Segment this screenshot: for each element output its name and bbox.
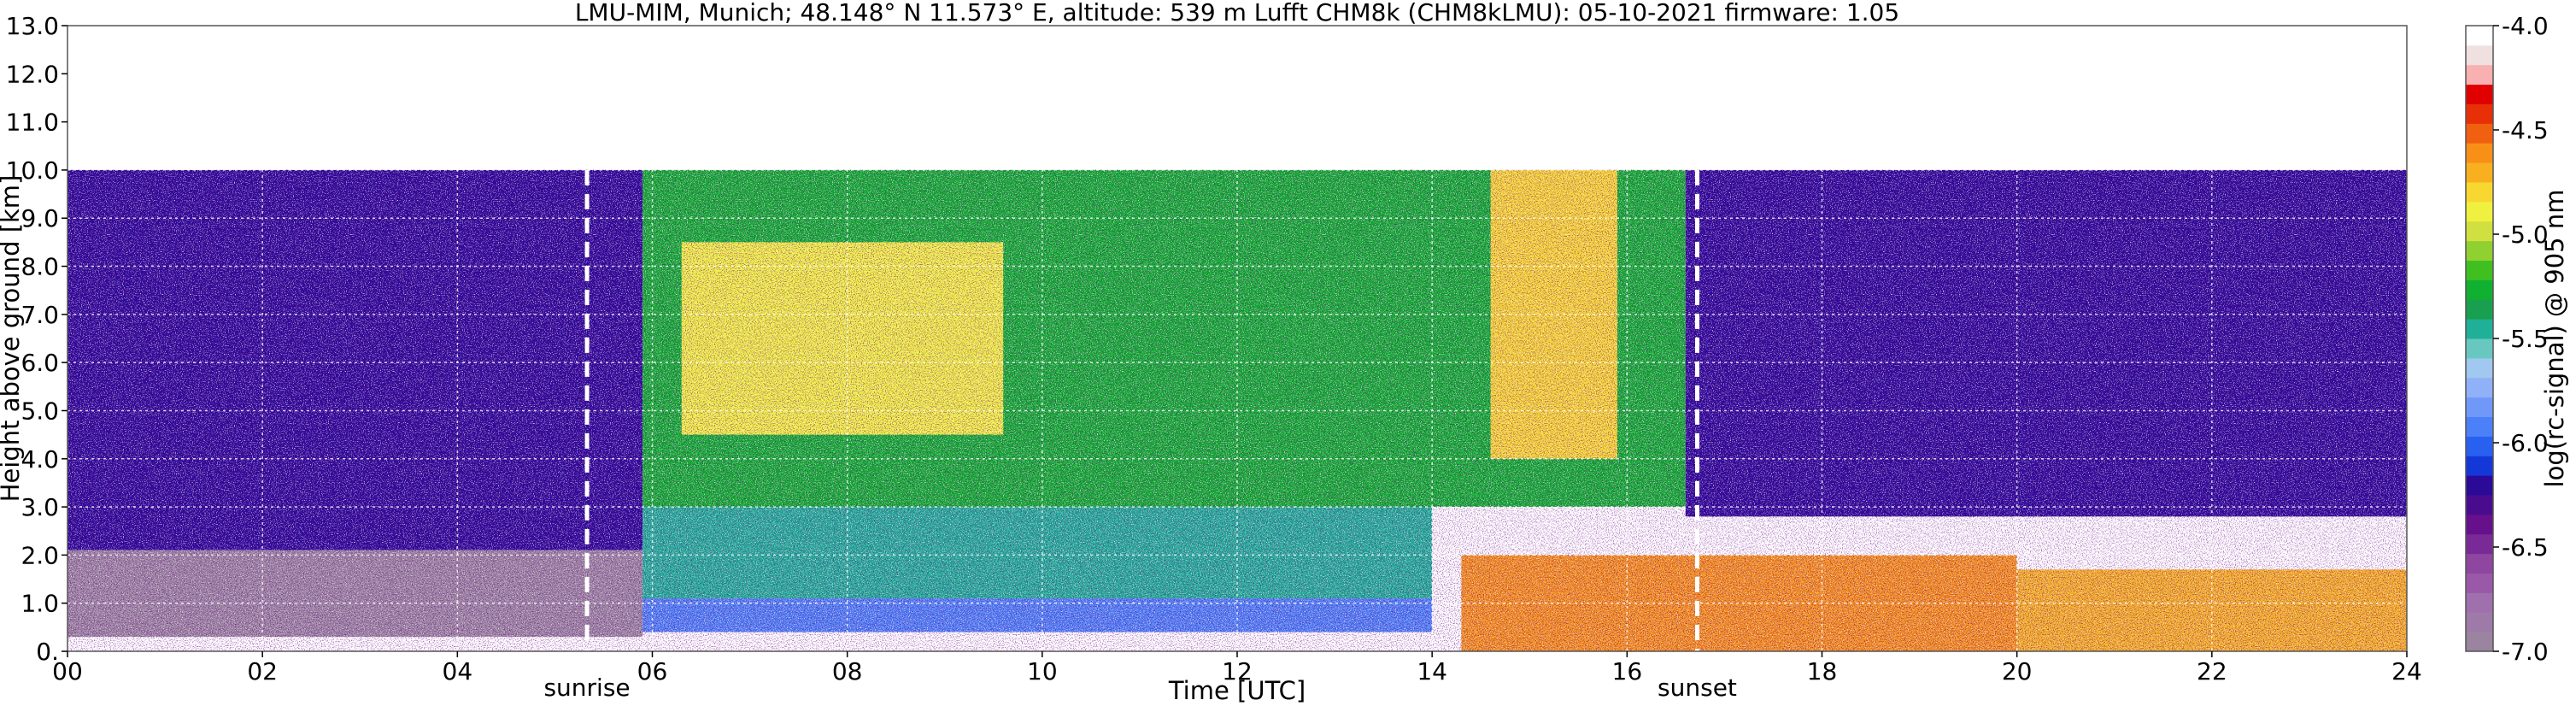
colorbar-tick-label-1: -6.5 [2502, 533, 2549, 562]
colorbar [2465, 25, 2494, 652]
annotation-sunrise: sunrise [543, 674, 630, 702]
colorbar-swatch-23 [2466, 182, 2493, 203]
colorbar-swatch-26 [2466, 123, 2493, 144]
y-tick-label-3: 3.0 [21, 493, 59, 521]
colorbar-swatch-27 [2466, 103, 2493, 124]
y-axis-label: Height above ground [km] [0, 175, 25, 503]
annotation-sunset: sunset [1658, 674, 1737, 702]
x-tick-label-10: 20 [2002, 657, 2033, 685]
colorbar-swatch-25 [2466, 143, 2493, 163]
colorbar-ticks: -7.0 -6.5 -6.0 -5.5 -5.0 -4.5 -4.0 [2493, 12, 2549, 666]
x-axis-label: Time [UTC] [1168, 676, 1306, 705]
y-tick-label-8: 8.0 [21, 253, 59, 281]
chart-title: LMU-MIM, Munich; 48.148° N 11.573° E, al… [575, 0, 1899, 26]
colorbar-swatch-5 [2466, 533, 2493, 555]
colorbar-swatch-28 [2466, 84, 2493, 104]
colorbar-swatch-30 [2466, 44, 2493, 66]
y-tick-label-13: 13.0 [6, 12, 59, 40]
colorbar-swatch-14 [2466, 357, 2493, 379]
colorbar-swatch-2 [2466, 592, 2493, 613]
x-tick-label-3: 06 [637, 657, 668, 685]
colorbar-swatch-17 [2466, 299, 2493, 320]
x-tick-label-4: 08 [832, 657, 863, 685]
x-tick-label-2: 04 [443, 657, 473, 685]
y-axis-ticks: 0. 1.0 2.0 3.0 4.0 5.0 6.0 7.0 8.0 9.0 10.0 11.0 12.… [6, 12, 67, 666]
colorbar-swatch-3 [2466, 573, 2493, 593]
colorbar-swatch-20 [2466, 240, 2493, 261]
colorbar-tick-label-3: -5.5 [2502, 325, 2549, 353]
colorbar-swatch-9 [2466, 456, 2493, 476]
colorbar-swatch-31 [2466, 26, 2493, 46]
colorbar-tick-label-6: -4.0 [2502, 12, 2549, 40]
y-tick-label-1: 1.0 [21, 590, 59, 618]
x-tick-label-1: 02 [247, 657, 278, 685]
x-tick-label-6: 12 [1222, 657, 1253, 685]
grid-layer [67, 26, 2407, 651]
x-tick-label-11: 22 [2197, 657, 2227, 685]
y-tick-label-0: 0. [36, 638, 59, 666]
colorbar-tick-label-2: -6.0 [2502, 429, 2549, 457]
colorbar-swatch-21 [2466, 221, 2493, 242]
x-tick-label-7: 14 [1417, 657, 1447, 685]
colorbar-tick-label-0: -7.0 [2502, 638, 2549, 666]
y-tick-label-2: 2.0 [21, 541, 59, 569]
colorbar-swatch-11 [2466, 416, 2493, 437]
colorbar-swatch-24 [2466, 162, 2493, 183]
x-tick-label-5: 10 [1027, 657, 1058, 685]
colorbar-swatch-8 [2466, 475, 2493, 496]
y-tick-label-11: 11.0 [6, 109, 59, 137]
colorbar-swatch-15 [2466, 338, 2493, 359]
colorbar-swatch-4 [2466, 553, 2493, 574]
x-tick-label-9: 18 [1807, 657, 1838, 685]
x-axis-ticks: 00 02 04 06 08 10 12 14 16 18 20 22 24 [52, 651, 2422, 685]
colorbar-swatch-18 [2466, 279, 2493, 300]
event-layer [584, 169, 1699, 651]
x-tick-label-0: 00 [52, 657, 83, 685]
colorbar-swatch-1 [2466, 612, 2493, 632]
y-tick-label-4: 4.0 [21, 445, 59, 474]
colorbar-swatch-13 [2466, 377, 2493, 398]
y-tick-label-12: 12.0 [6, 60, 59, 88]
colorbar-swatch-29 [2466, 64, 2493, 85]
y-tick-label-7: 7.0 [21, 301, 59, 329]
colorbar-swatch-0 [2466, 632, 2493, 652]
colorbar-swatch-22 [2466, 201, 2493, 222]
annotations: sunrise sunset [543, 674, 1736, 702]
x-tick-label-8: 16 [1612, 657, 1643, 685]
x-tick-label-12: 24 [2391, 657, 2422, 685]
colorbar-swatch-19 [2466, 260, 2493, 280]
y-tick-label-5: 5.0 [21, 397, 59, 425]
y-tick-label-10: 10.0 [6, 156, 59, 185]
y-tick-label-6: 6.0 [21, 349, 59, 377]
colorbar-swatch-7 [2466, 495, 2493, 515]
colorbar-swatch-16 [2466, 319, 2493, 339]
y-tick-label-9: 9.0 [21, 204, 59, 232]
plot-area [67, 25, 2408, 652]
colorbar-swatch-10 [2466, 436, 2493, 456]
colorbar-swatch-12 [2466, 397, 2493, 417]
colorbar-label: log(rc-signal) @ 905 nm [2540, 190, 2569, 488]
colorbar-tick-label-5: -4.5 [2502, 116, 2549, 144]
colorbar-tick-label-4: -5.0 [2502, 221, 2549, 249]
colorbar-swatch-6 [2466, 514, 2493, 535]
